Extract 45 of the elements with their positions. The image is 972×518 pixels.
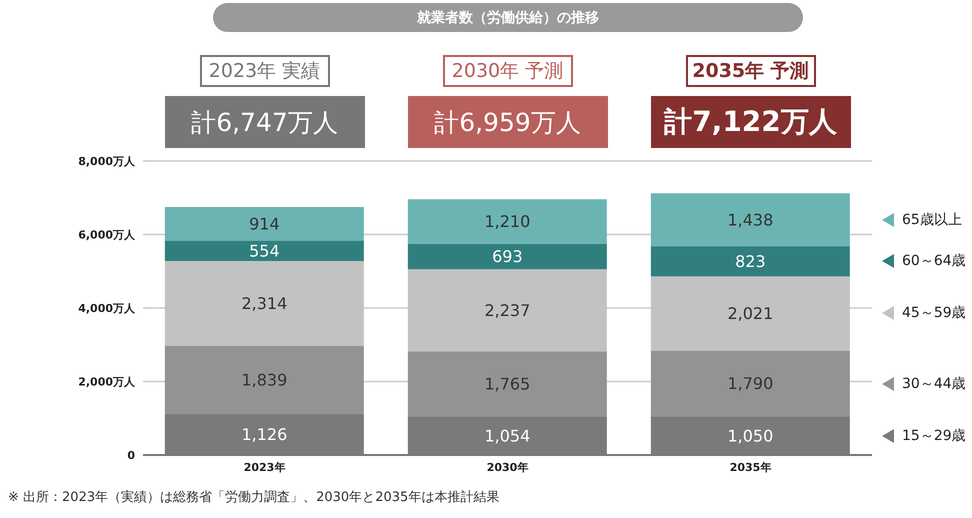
data-label: 1,438 <box>727 210 774 230</box>
bar <box>164 240 364 261</box>
bar <box>408 351 607 416</box>
legend-label: 30～44歳 <box>902 374 966 393</box>
total-label: 計7,122万人 <box>650 96 850 148</box>
bar <box>408 244 607 270</box>
bar <box>164 207 364 241</box>
data-label: 914 <box>249 214 280 234</box>
y-tick-label: 8,000万人 <box>78 154 136 168</box>
bar <box>408 199 607 244</box>
bar <box>164 346 364 414</box>
data-label: 2,237 <box>484 300 530 320</box>
legend-label: 60～64歳 <box>902 252 966 270</box>
text: 2030年 予測 <box>452 59 564 84</box>
bar <box>650 193 850 246</box>
y-tick-label: 6,000万人 <box>78 228 136 242</box>
data-label: 2,314 <box>241 294 288 314</box>
legend-label: 45～59歳 <box>902 304 966 322</box>
x-tick-label: 2023年 <box>244 460 286 474</box>
data-label: 1,054 <box>484 426 530 446</box>
y-tick-label: 4,000万人 <box>78 302 136 315</box>
legend-label: 15～29歳 <box>902 426 966 445</box>
x-tick-label: 2030年 <box>486 460 528 474</box>
data-label: 554 <box>249 241 280 260</box>
data-label: 693 <box>492 247 523 266</box>
total-label: 計6,747万人 <box>164 96 364 148</box>
data-label: 1,790 <box>727 374 774 394</box>
total-label: 計6,959万人 <box>408 96 608 148</box>
data-label: 1,126 <box>241 424 288 444</box>
y-tick-label: 2,000万人 <box>78 375 136 388</box>
text: 2035年 予測 <box>692 59 809 84</box>
data-label: 1,765 <box>484 374 530 394</box>
chart-title: 就業者数（労働供給）の推移 <box>213 3 803 32</box>
data-label: 2,021 <box>727 304 774 324</box>
y-tick-label: 0 <box>127 448 136 462</box>
text: 2023年 実績 <box>208 59 320 84</box>
x-tick-label: 2035年 <box>730 460 772 474</box>
legend-label: 65歳以上 <box>902 210 962 229</box>
bar <box>650 246 850 276</box>
data-label: 823 <box>735 252 766 271</box>
text: ※ 出所：2023年（実績）は総務省「労働力調査」、2030年と2035年は本推計結果 <box>8 489 500 506</box>
bar <box>650 350 850 416</box>
data-label: 1,050 <box>727 426 774 446</box>
data-label: 1,210 <box>484 212 530 232</box>
data-label: 1,839 <box>241 370 288 390</box>
